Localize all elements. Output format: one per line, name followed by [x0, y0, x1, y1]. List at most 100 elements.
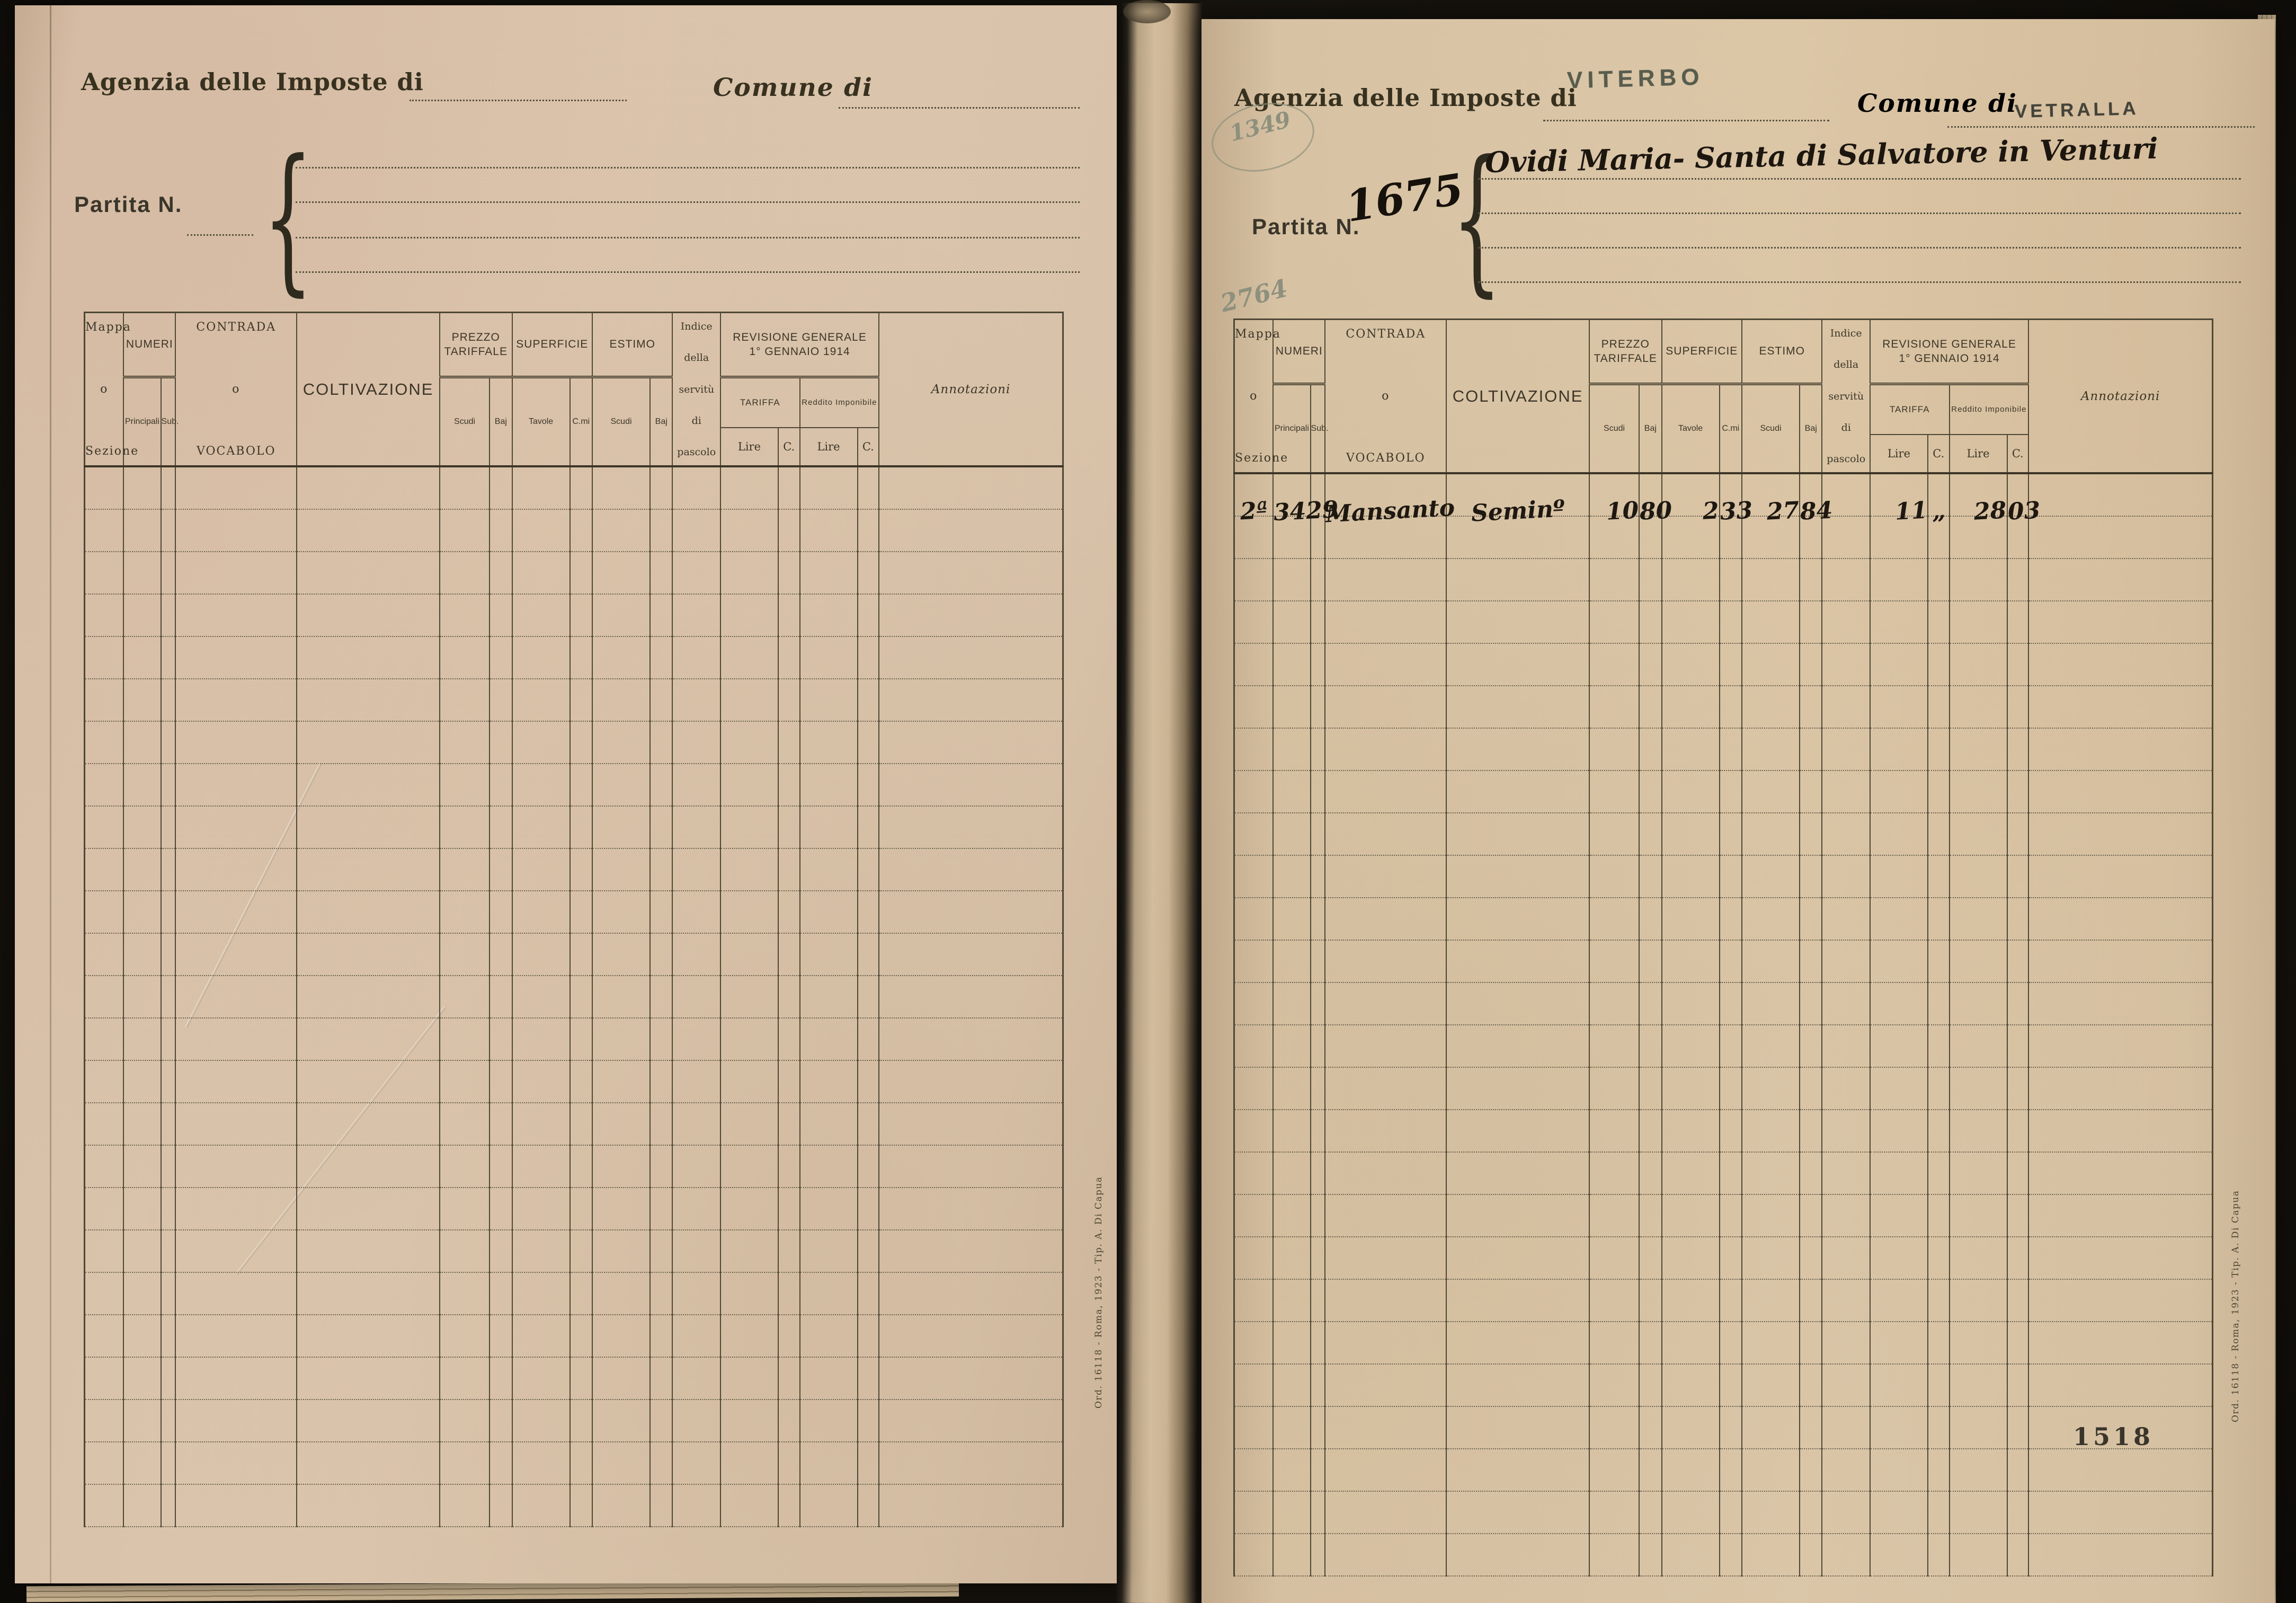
blank-ledger-row — [1233, 516, 2213, 559]
col-estimo: ESTIMO — [1741, 319, 1823, 385]
col-reddito: Reddito Imponibile — [1948, 384, 2030, 435]
blank-ledger-row — [84, 1103, 1064, 1146]
col-numeri: NUMERI — [123, 312, 176, 378]
blank-ledger-row — [84, 721, 1064, 764]
blank-ledger-row — [84, 764, 1064, 807]
blank-ledger-row — [84, 1442, 1064, 1485]
printer-imprint: Ord. 16118 - Roma, 1923 - Tip. A. Di Cap… — [2230, 1190, 2241, 1422]
col-prezzo-baj: Baj — [489, 377, 513, 466]
entry-tariffa-c: „ — [1931, 497, 1946, 526]
entry-tariffa-lire: 11 — [1894, 497, 1928, 526]
entry-prezzo-scudi: 10 — [1605, 497, 1640, 526]
heading-line-4 — [296, 271, 1080, 273]
blank-ledger-row — [1233, 559, 2213, 601]
blank-ledger-row — [1233, 1491, 2213, 1534]
right-page: Agenzia delle Imposte di VITERBO Comune … — [1202, 19, 2275, 1603]
col-superficie: SUPERFICIE — [511, 312, 593, 378]
blank-ledger-row — [1233, 643, 2213, 686]
blank-ledger-row — [84, 509, 1064, 552]
torn-page-stub — [1116, 3, 1203, 1603]
entry-contrada: Mansanto — [1325, 494, 1456, 528]
col-tariffa-c: C. — [777, 428, 800, 466]
col-indice: Indice della servitù di pascolo — [672, 312, 721, 466]
col-cmi: C.mi — [1719, 384, 1743, 473]
blank-ledger-row — [84, 1484, 1064, 1527]
col-mappa: Mappa o Sezione — [1233, 319, 1287, 473]
col-tariffa-c: C. — [1927, 435, 1950, 473]
blank-ledger-row — [84, 636, 1064, 679]
col-tavole: Tavole — [511, 377, 571, 466]
col-annotazioni: Annotazioni — [878, 312, 1064, 466]
comune-blank-line — [1947, 126, 2255, 128]
entry-estimo-scudi: 27 — [1766, 497, 1800, 526]
col-estimo-scudi: Scudi — [592, 377, 651, 466]
blank-ledger-row — [84, 552, 1064, 595]
binding-thread — [1123, 0, 1171, 23]
blank-ledger-row — [1233, 855, 2213, 898]
blank-ledger-row — [1233, 1194, 2213, 1237]
col-numeri: NUMERI — [1272, 319, 1326, 385]
page-stack-bottom-edge — [26, 1580, 959, 1602]
col-reddito-lire: Lire — [799, 428, 858, 466]
blank-ledger-row — [84, 594, 1064, 637]
blank-ledger-row — [1233, 1534, 2213, 1577]
entry-tavole: 2 — [1702, 497, 1720, 526]
blank-ledger-row — [84, 1230, 1064, 1273]
col-estimo-baj: Baj — [1799, 384, 1823, 473]
brace-glyph: { — [263, 126, 314, 311]
col-reddito-lire: Lire — [1948, 435, 2008, 473]
col-principali: Principali — [123, 377, 162, 466]
blank-ledger-row — [1233, 1279, 2213, 1322]
col-indice: Indice della servitù di pascolo — [1821, 319, 1871, 473]
blank-ledger-row — [84, 1145, 1064, 1188]
blank-ledger-row — [84, 848, 1064, 891]
blank-ledger-row — [84, 976, 1064, 1019]
col-cmi: C.mi — [569, 377, 593, 466]
col-mappa: Mappa o Sezione — [84, 312, 138, 466]
blank-ledger-row — [84, 806, 1064, 849]
blank-ledger-row — [84, 1400, 1064, 1442]
agenzia-label: Agenzia delle Imposte di — [1234, 84, 1577, 112]
entry-estimo-baj: 84 — [1799, 497, 1834, 526]
col-prezzo: PREZZO TARIFFALE — [439, 312, 513, 378]
entry-reddito-c: 03 — [2007, 497, 2041, 526]
blank-ledger-row — [1233, 1110, 2213, 1153]
col-prezzo: PREZZO TARIFFALE — [1588, 319, 1662, 385]
heading-line-1 — [296, 167, 1080, 169]
blank-ledger-row — [1233, 813, 2213, 856]
agenzia-label: Agenzia delle Imposte di — [81, 68, 424, 96]
ledger-entry-row: 2ª 3429 Mansanto Seminº 10 80 2 33 27 84… — [1233, 472, 2213, 528]
col-prezzo-scudi: Scudi — [439, 377, 491, 466]
blank-ledger-row — [1233, 1322, 2213, 1365]
ledger-table-right: Mappa o Sezione NUMERI CONTRADA o VOCABOLO C… — [1233, 318, 2213, 1577]
col-sub: Sub. — [1310, 384, 1328, 473]
blank-ledger-row — [1233, 982, 2213, 1025]
blank-ledger-row — [1233, 1364, 2213, 1407]
left-page: Agenzia delle Imposte di Comune di Parti… — [15, 5, 1117, 1583]
col-prezzo-baj: Baj — [1639, 384, 1662, 473]
page-number-stamp: 1518 — [2073, 1422, 2154, 1451]
heading-line-3 — [1478, 247, 2241, 249]
blank-ledger-row — [1233, 898, 2213, 941]
blank-ledger-row — [1233, 940, 2213, 983]
col-contrada: CONTRADA o VOCABOLO — [1324, 319, 1447, 473]
blank-ledger-row — [1233, 1406, 2213, 1449]
entry-reddito-lire: 28 — [1973, 497, 2007, 526]
blank-ledger-row — [1233, 728, 2213, 771]
blank-ledger-row — [1233, 1067, 2213, 1110]
col-estimo-baj: Baj — [649, 377, 673, 466]
col-coltivazione: COLTIVAZIONE — [1446, 319, 1590, 473]
owner-name-handwritten: Ovidi Maria- Santa di Salvatore in Ventu… — [1484, 131, 2159, 180]
blank-ledger-row — [1233, 1025, 2213, 1068]
printer-imprint: Ord. 16118 - Roma, 1923 - Tip. A. Di Cap… — [1093, 1176, 1104, 1409]
comune-stamp: VETRALLA — [2014, 98, 2140, 122]
col-tariffa-lire: Lire — [1869, 435, 1928, 473]
col-reddito-c: C. — [2006, 435, 2030, 473]
blank-ledger-row — [1233, 1152, 2213, 1195]
entry-coltivazione: Seminº — [1470, 495, 1565, 528]
col-superficie: SUPERFICIE — [1661, 319, 1743, 385]
entry-cmi: 33 — [1719, 497, 1754, 526]
col-annotazioni: Annotazioni — [2028, 319, 2213, 473]
blank-ledger-row — [84, 1357, 1064, 1400]
